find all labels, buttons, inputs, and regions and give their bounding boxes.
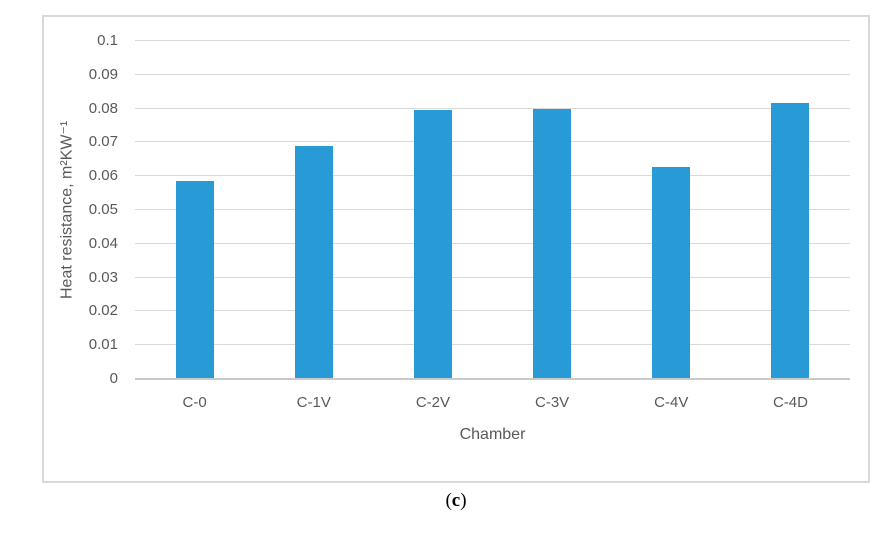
y-tick-labels: 0 0.01 0.02 0.03 0.04 0.05 0.06 0.07 0.08 0.09 0.1: [44, 32, 118, 387]
bar-slot: [612, 41, 731, 379]
x-tick-labels: C-0 C-1V C-2V C-3V C-4V C-4D: [135, 393, 850, 413]
x-tick-label-C-4V: C-4V: [654, 394, 689, 411]
gridline: [135, 344, 850, 346]
y-tick-label-0: 0: [109, 370, 118, 387]
y-tick-label-0.07: 0.07: [88, 133, 118, 151]
bar-slot: [254, 41, 373, 379]
bar-slot: [493, 41, 612, 379]
bar-C-4V: [652, 166, 691, 379]
figure-caption: (c): [42, 490, 870, 512]
y-tick-label-0.05: 0.05: [88, 201, 118, 218]
gridlines-layer: [135, 40, 850, 379]
y-tick-label-0.1: 0.1: [97, 32, 118, 49]
y-tick-label-0.06: 0.06: [88, 167, 118, 185]
y-tick-label-0.03: 0.03: [88, 268, 118, 286]
y-tick-label-0.02: 0.02: [88, 302, 118, 320]
bar-C-2V: [413, 110, 452, 379]
gridline: [135, 310, 850, 312]
x-tick-label-C-0: C-0: [182, 394, 207, 411]
bar-C-1V: [294, 146, 333, 379]
gridline: [135, 141, 850, 143]
x-axis-title: Chamber: [459, 426, 526, 443]
caption-close-paren: ): [460, 490, 467, 511]
gridline: [135, 73, 850, 75]
x-tick-label-C-2V: C-2V: [415, 394, 451, 411]
gridline: [135, 276, 850, 278]
bar-slot: [135, 41, 254, 379]
bar-slot: [731, 41, 850, 379]
y-tick-label-0.04: 0.04: [88, 234, 118, 252]
caption-letter: c: [451, 490, 461, 511]
x-tick-label-C-4D: C-4D: [772, 394, 808, 411]
bar-C-3V: [533, 109, 572, 379]
gridline: [135, 175, 850, 177]
y-tick-label-0.08: 0.08: [88, 99, 118, 117]
bars-layer: [135, 41, 850, 379]
x-axis-line: [135, 378, 850, 380]
bar-slot: [373, 41, 492, 379]
x-tick-label-C-1V: C-1V: [296, 394, 331, 411]
caption-open-paren: (: [445, 490, 452, 511]
bar-C-0: [175, 181, 214, 379]
gridline: [135, 107, 850, 109]
chart-frame: Heat resistance, m²KW⁻¹ 0 0.01 0.02 0.03 0.0…: [42, 15, 870, 483]
x-tick-label-C-3V: C-3V: [535, 394, 570, 411]
bar-C-4D: [771, 102, 810, 379]
gridline: [135, 242, 850, 244]
gridline: [135, 40, 850, 41]
gridline: [135, 209, 850, 210]
y-tick-label-0.09: 0.09: [88, 65, 118, 83]
y-tick-label-0.01: 0.01: [88, 336, 118, 354]
plot-area: [135, 40, 850, 380]
